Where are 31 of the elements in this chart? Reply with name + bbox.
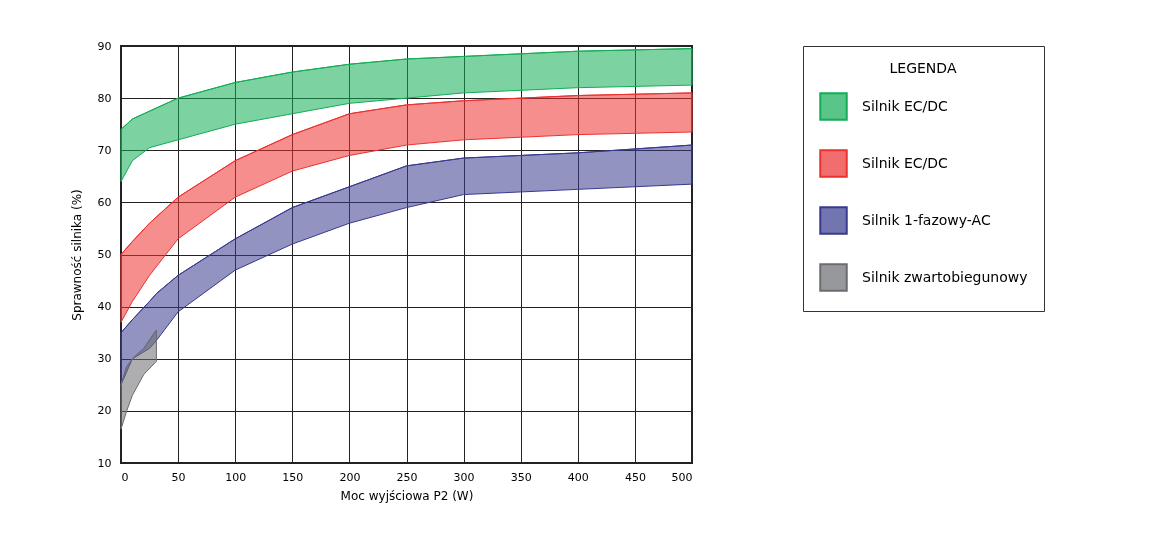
x-tick-label: 250 <box>396 470 418 484</box>
x-tick-label: 300 <box>453 470 475 484</box>
y-tick-label: 60 <box>97 195 112 209</box>
y-tick-label: 30 <box>97 352 112 366</box>
y-tick-label: 70 <box>97 143 112 157</box>
x-tick-label: 450 <box>624 470 646 484</box>
x-tick-label: 150 <box>282 470 304 484</box>
y-tick-label: 20 <box>97 404 112 418</box>
legend-title: LEGENDA <box>889 60 957 76</box>
y-tick-label: 90 <box>97 39 112 53</box>
x-tick-label: 50 <box>171 470 186 484</box>
y-tick-label: 80 <box>97 91 112 105</box>
legend-label: Silnik EC/DC <box>862 97 949 114</box>
x-tick-label: 400 <box>567 470 589 484</box>
x-tick-label: 0 <box>121 470 129 484</box>
line-series <box>120 329 157 386</box>
legend-label: Silnik EC/DC <box>862 154 949 171</box>
legend-label: Silnik zwartobiegunowy <box>862 268 1028 285</box>
y-tick-label: 50 <box>97 248 112 261</box>
y-tick-label: 40 <box>97 300 112 314</box>
x-axis-title: Moc wyjściowa P2 (W) <box>340 488 474 503</box>
x-tick-label: 350 <box>510 470 532 484</box>
x-tick-label: 500 <box>671 470 693 484</box>
y-tick-label: 10 <box>97 456 112 470</box>
y-axis-title: Sprawność silnika (%) <box>69 189 84 321</box>
x-tick-label: 200 <box>339 470 361 484</box>
legend-label: Silnik 1-fazowy-AC <box>862 211 991 228</box>
line-series <box>120 48 693 130</box>
line-series <box>120 92 693 255</box>
x-tick-label: 100 <box>225 470 247 484</box>
line-series <box>120 144 693 334</box>
